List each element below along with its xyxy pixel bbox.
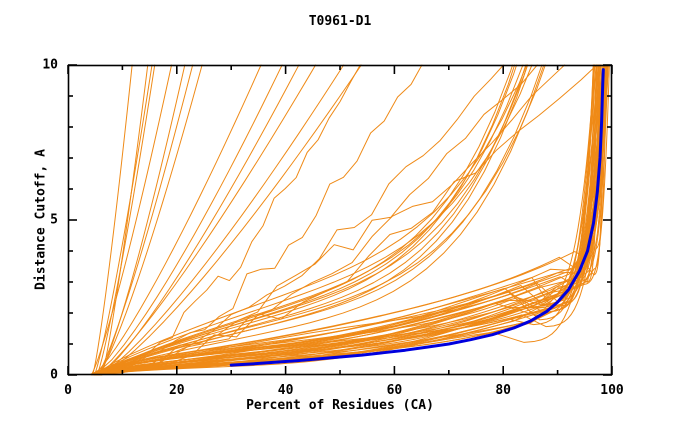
y-tick-label: 10 bbox=[42, 57, 58, 73]
x-tick-label: 40 bbox=[277, 383, 294, 398]
x-tick-label: 0 bbox=[64, 383, 72, 398]
y-tick-label: 0 bbox=[50, 367, 58, 383]
x-tick-label: 80 bbox=[495, 383, 512, 398]
curves-layer bbox=[90, 64, 610, 376]
y-tick-label: 5 bbox=[50, 212, 58, 228]
x-tick-label: 60 bbox=[386, 383, 403, 398]
chart-title: T0961-D1 bbox=[308, 14, 372, 29]
x-tick-label: 20 bbox=[168, 383, 185, 398]
x-axis-label: Percent of Residues (CA) bbox=[246, 398, 434, 413]
x-tick-label: 100 bbox=[600, 383, 624, 398]
axes-layer bbox=[67, 64, 613, 376]
